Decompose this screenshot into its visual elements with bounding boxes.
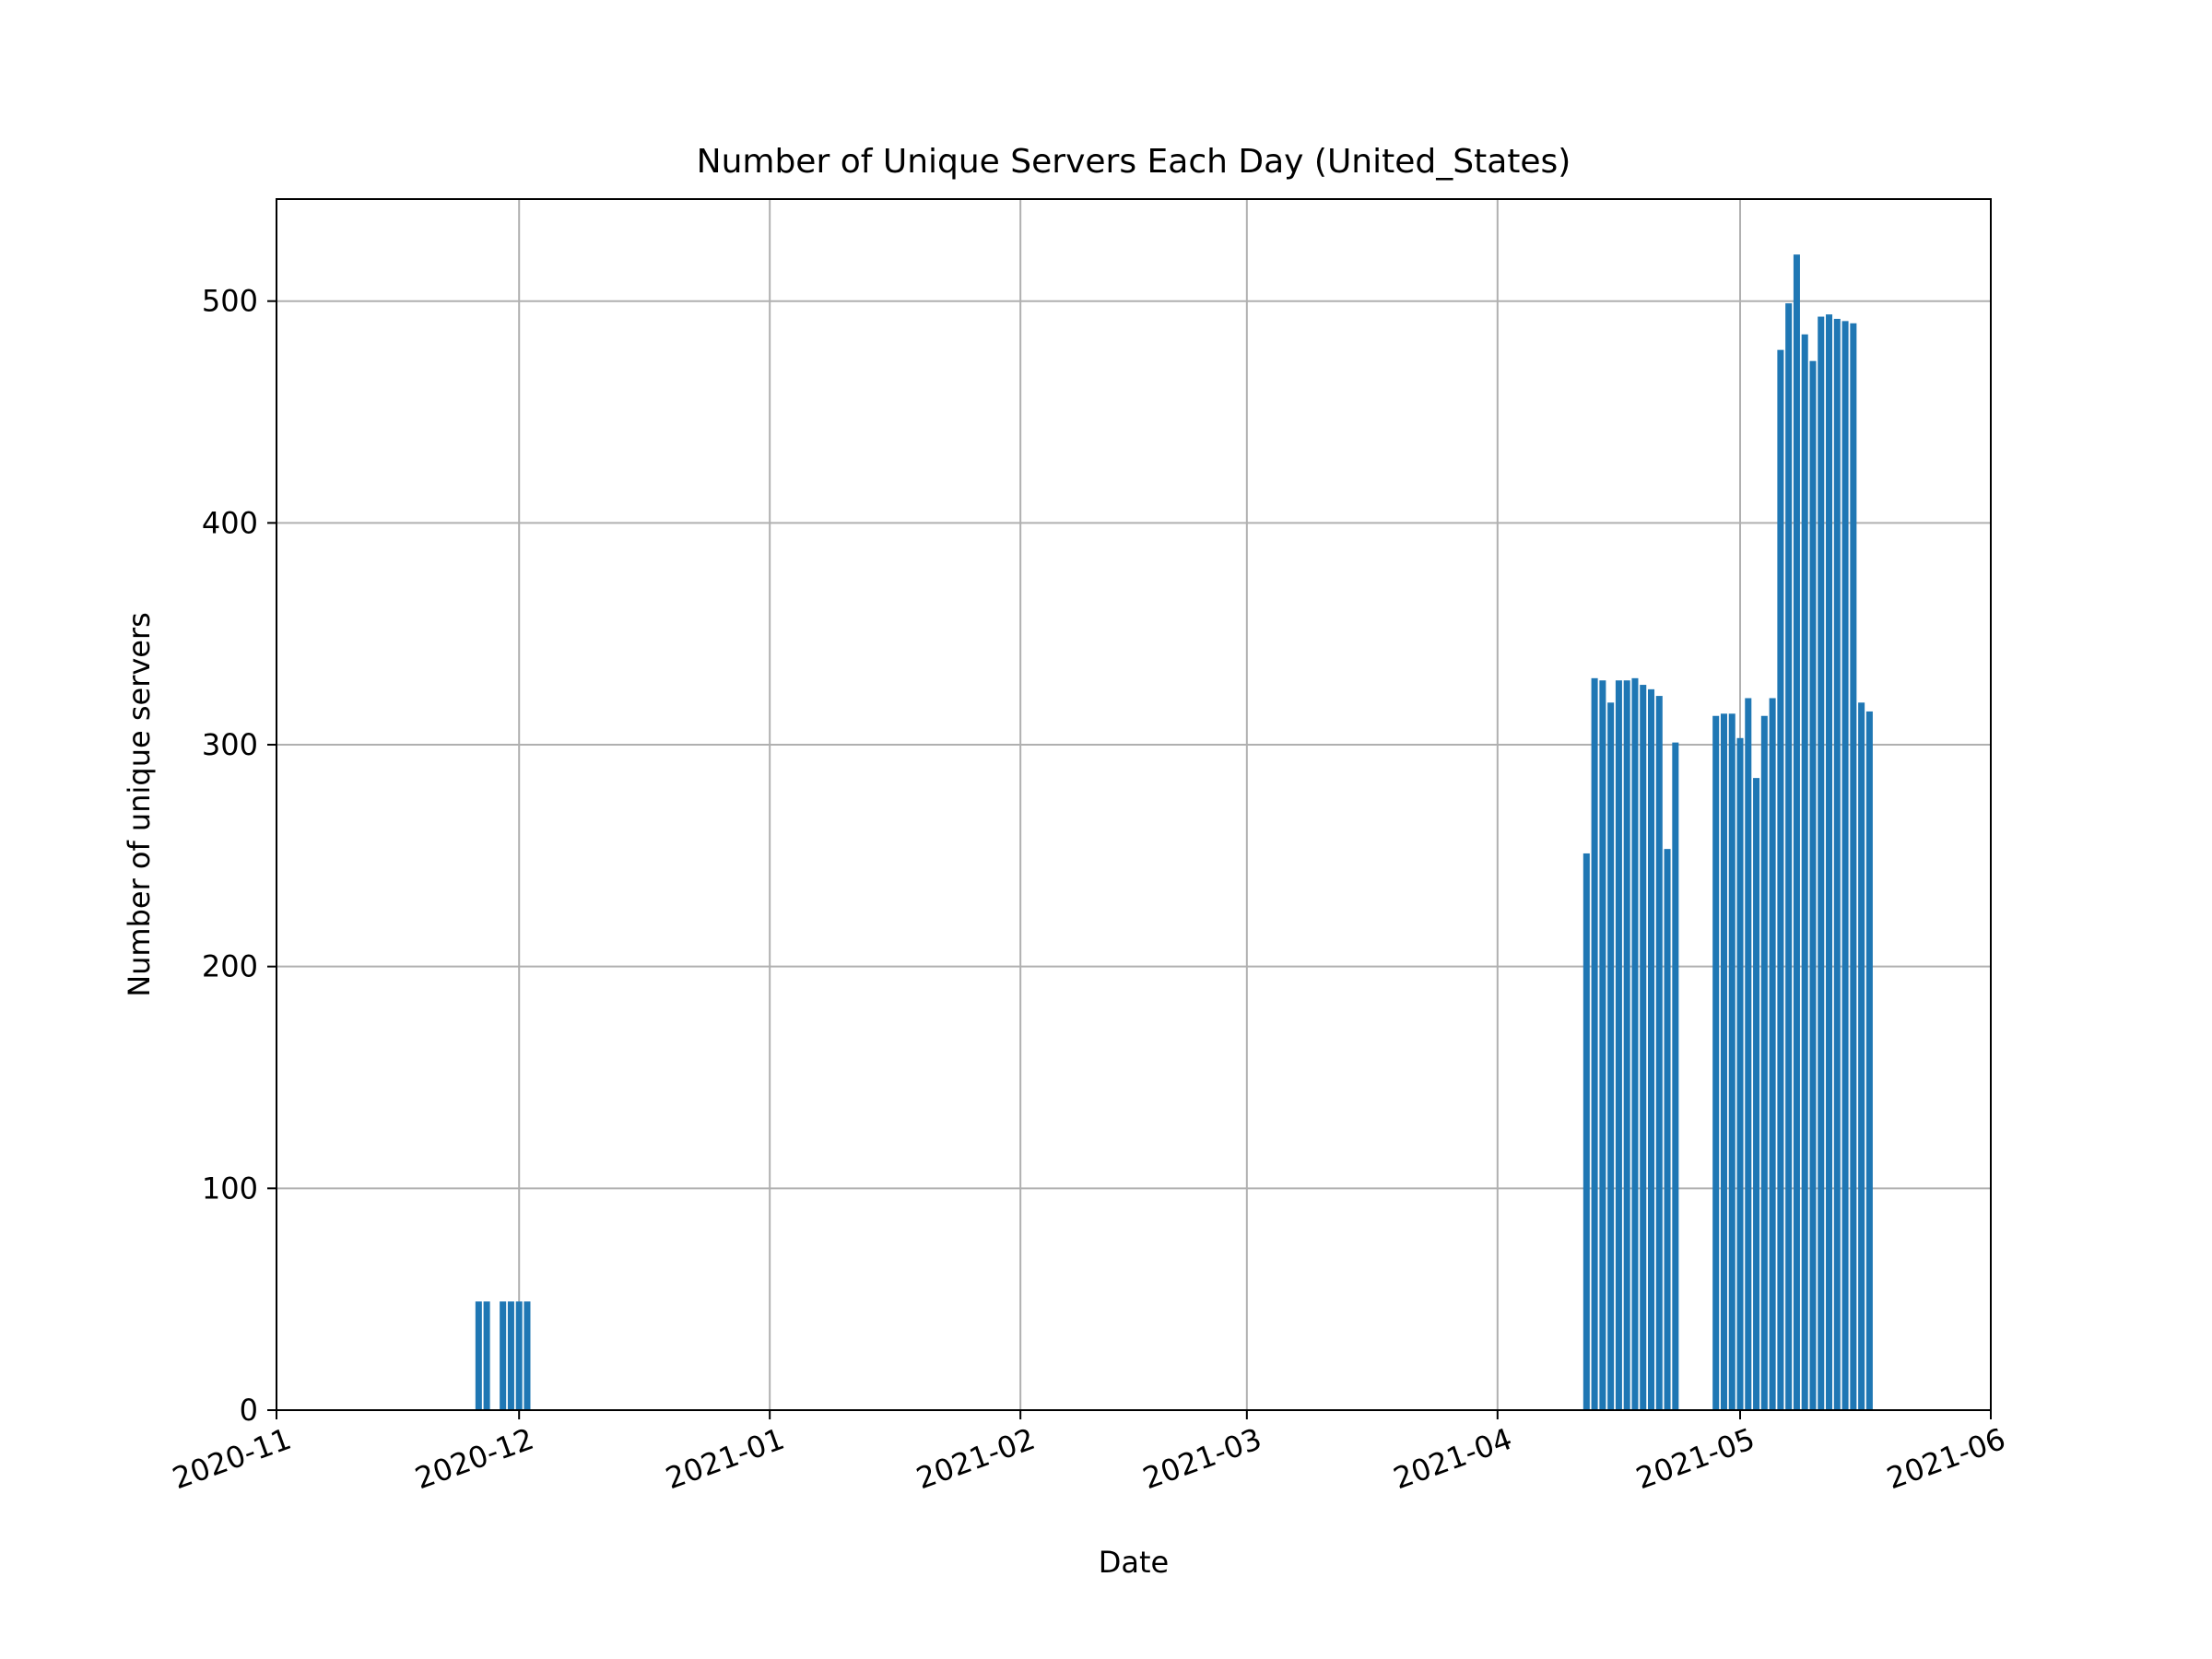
bar	[1818, 316, 1825, 1410]
bar	[1640, 685, 1647, 1410]
bar	[1865, 711, 1873, 1410]
y-axis: 0 100 200 300 400 500	[202, 284, 276, 1428]
bar	[1753, 778, 1760, 1410]
bar	[1736, 737, 1744, 1410]
plot-frame	[276, 198, 1992, 1411]
y-tick-label: 200	[202, 949, 258, 984]
y-axis-label: Number of unique servers	[122, 612, 157, 997]
bar	[1591, 677, 1598, 1410]
bar	[1850, 323, 1857, 1410]
bar	[1833, 318, 1841, 1410]
bar	[1826, 314, 1833, 1411]
bar	[1760, 715, 1768, 1410]
bar	[1745, 698, 1752, 1410]
y-tick-label: 500	[202, 284, 258, 319]
bar	[475, 1301, 482, 1410]
bar	[1712, 715, 1720, 1410]
bar	[1583, 853, 1590, 1410]
bar	[483, 1301, 490, 1410]
bar	[524, 1301, 531, 1410]
y-tick-label: 0	[240, 1393, 258, 1428]
y-tick-label: 100	[202, 1171, 258, 1206]
bar	[515, 1301, 523, 1410]
bar	[1615, 680, 1622, 1410]
bar-series	[475, 254, 1873, 1411]
bar	[1607, 702, 1615, 1410]
bar	[507, 1301, 514, 1410]
y-tick-label: 300	[202, 727, 258, 762]
bar	[1728, 713, 1735, 1410]
bar	[1672, 742, 1679, 1410]
x-axis-label: Date	[1099, 1545, 1169, 1580]
bar	[500, 1301, 507, 1410]
bar	[1809, 360, 1817, 1411]
chart-title: Number of Unique Servers Each Day (Unite…	[697, 143, 1571, 181]
bar	[1648, 688, 1655, 1410]
bar	[1785, 303, 1793, 1411]
bar	[1720, 713, 1727, 1410]
bar	[1801, 334, 1808, 1410]
bar	[1777, 349, 1784, 1411]
bar	[1841, 321, 1849, 1410]
y-tick-label: 400	[202, 505, 258, 540]
bar	[1769, 698, 1776, 1410]
bar	[1631, 677, 1639, 1410]
bar	[1858, 702, 1865, 1410]
bar	[1655, 696, 1663, 1410]
bar	[1623, 680, 1630, 1410]
bar	[1793, 254, 1800, 1411]
bar	[1599, 680, 1606, 1410]
bar	[1664, 849, 1671, 1410]
